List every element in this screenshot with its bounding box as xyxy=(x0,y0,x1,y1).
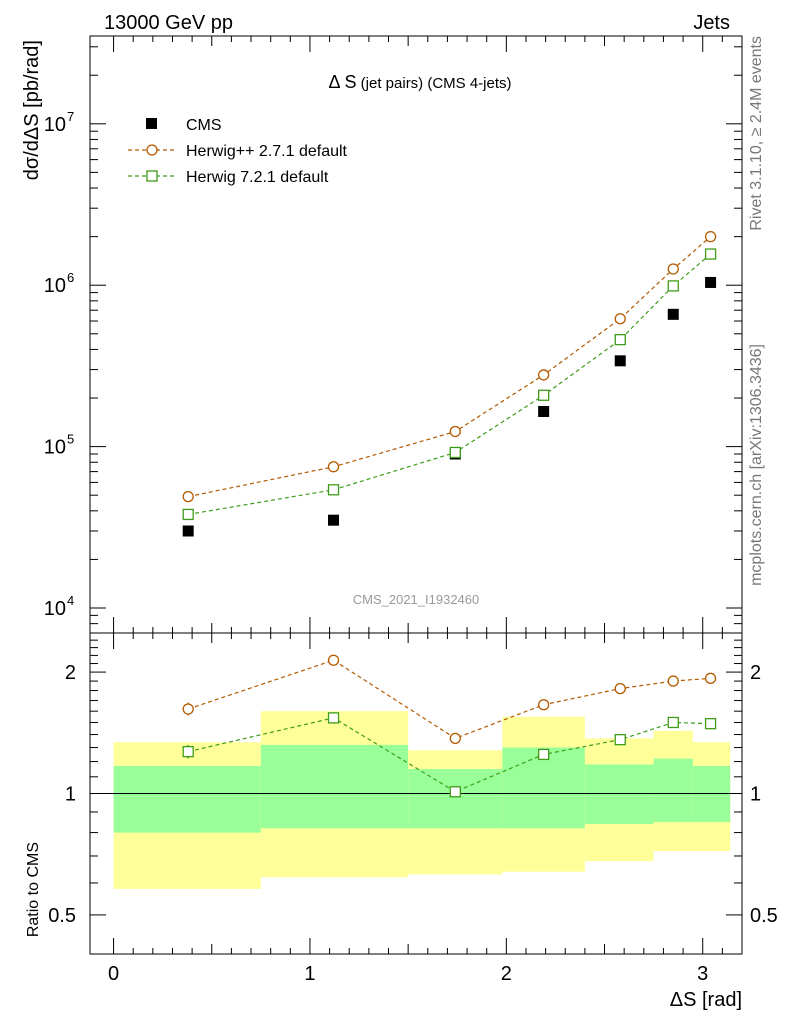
analysis-watermark: CMS_2021_I1932460 xyxy=(353,592,480,607)
ratio-y-tick-label-left: 0.5 xyxy=(48,905,76,927)
y-tick-label: 10 xyxy=(44,275,66,297)
ratio-herwig7-point xyxy=(614,733,626,746)
cms-data-point xyxy=(667,308,679,320)
ratio-y-tick-label-right: 2 xyxy=(750,662,761,684)
ratio-herwigpp-point xyxy=(327,654,340,666)
herwigpp-point xyxy=(327,461,340,473)
herwigpp-point xyxy=(704,230,717,243)
ratio-herwigpp-point xyxy=(667,675,679,687)
x-tick-label: 2 xyxy=(501,963,512,985)
legend: CMS Herwig++ 2.7.1 default Herwig 7.2.1 … xyxy=(128,117,348,186)
ratio-herwigpp-point xyxy=(182,703,194,715)
herwigpp-point xyxy=(182,490,194,503)
ratio-band-inner-0 xyxy=(113,765,261,833)
ratio-herwigpp-point xyxy=(449,732,461,745)
y-tick-exponent: 7 xyxy=(67,109,74,124)
y-tick-exponent: 4 xyxy=(67,593,74,608)
x-tick-label: 0 xyxy=(108,963,119,985)
herwig7-point xyxy=(614,333,626,346)
mcplots-reference-label: mcplots.cern.ch [arXiv:1306.3436] xyxy=(748,344,765,586)
series-line xyxy=(188,236,711,498)
legend-label-herwig7: Herwig 7.2.1 default xyxy=(186,169,329,186)
ratio-herwig7-point xyxy=(449,786,461,798)
ratio-herwig7-point xyxy=(667,716,679,729)
herwig7-point xyxy=(667,280,679,292)
ratio-y-tick-label-left: 1 xyxy=(65,784,76,806)
ratio-y-tick-label-right: 0.5 xyxy=(750,905,778,927)
ratio-band-inner-3 xyxy=(502,747,585,829)
ratio-band-inner-5 xyxy=(653,758,693,822)
x-tick-label: 1 xyxy=(304,963,315,985)
y-tick-label: 10 xyxy=(44,598,66,620)
y-tick-label: 10 xyxy=(44,437,66,459)
series-line xyxy=(188,253,711,516)
ratio-herwigpp-point xyxy=(538,699,550,711)
ratio-herwigpp-point xyxy=(614,682,626,695)
ratio-band-inner-2 xyxy=(408,769,503,829)
ratio-herwig7-point xyxy=(538,748,550,761)
herwigpp-point xyxy=(449,425,461,438)
legend-label-herwigpp: Herwig++ 2.7.1 default xyxy=(186,143,348,160)
title-symbol: Δ S xyxy=(328,72,356,92)
herwig7-point xyxy=(538,389,550,401)
cms-data-point xyxy=(538,406,550,418)
y-tick-label: 10 xyxy=(44,114,66,136)
legend-marker-herwigpp xyxy=(146,144,158,156)
ratio-axis-ticks: 0.5 0.5 1 1 2 2 0 1 2 3 xyxy=(48,36,778,985)
x-axis-label: ΔS [rad] xyxy=(670,989,742,1011)
ratio-uncertainty-bands xyxy=(113,711,731,889)
herwigpp-point xyxy=(667,263,679,275)
main-data-series xyxy=(182,230,717,537)
header-process-label: Jets xyxy=(693,12,730,34)
title-rest: (jet pairs) (CMS 4-jets) xyxy=(357,75,512,92)
cms-data-point xyxy=(614,355,626,367)
ratio-herwig7-point xyxy=(182,745,194,758)
cms-data-point xyxy=(328,514,340,526)
legend-marker-cms xyxy=(146,118,157,129)
ratio-y-tick-label-left: 2 xyxy=(65,662,76,684)
legend-label-cms: CMS xyxy=(186,117,222,134)
herwig7-point xyxy=(327,484,340,496)
main-y-axis-label: dσ/dΔS [pb/rad] xyxy=(21,40,43,180)
ratio-band-inner-1 xyxy=(260,744,409,829)
ratio-herwig7-point xyxy=(704,717,717,730)
ratio-y-axis-label: Ratio to CMS xyxy=(25,842,42,937)
herwig7-point xyxy=(449,446,461,459)
ratio-band-inner-4 xyxy=(584,764,654,825)
herwigpp-point xyxy=(614,313,626,325)
plot-title-text: Δ S (jet pairs) (CMS 4-jets) xyxy=(328,72,511,92)
cms-data-point xyxy=(182,525,194,537)
header-energy-label: 13000 GeV pp xyxy=(104,12,233,34)
plot-title: Δ S (jet pairs) (CMS 4-jets) xyxy=(328,72,511,92)
ratio-herwigpp-point xyxy=(704,672,717,684)
legend-marker-herwig7 xyxy=(146,170,158,182)
cms-data-point xyxy=(705,276,717,288)
rivet-version-label: Rivet 3.1.10, ≥ 2.4M events xyxy=(748,36,765,231)
ratio-herwig7-point xyxy=(327,712,340,724)
y-tick-exponent: 6 xyxy=(67,270,74,285)
herwig7-point xyxy=(704,248,717,260)
ratio-data-series xyxy=(182,654,717,798)
ratio-y-tick-label-right: 1 xyxy=(750,784,761,806)
herwigpp-point xyxy=(538,369,550,381)
x-tick-label: 3 xyxy=(697,963,708,985)
y-tick-exponent: 5 xyxy=(67,432,74,447)
herwig7-point xyxy=(182,508,194,521)
